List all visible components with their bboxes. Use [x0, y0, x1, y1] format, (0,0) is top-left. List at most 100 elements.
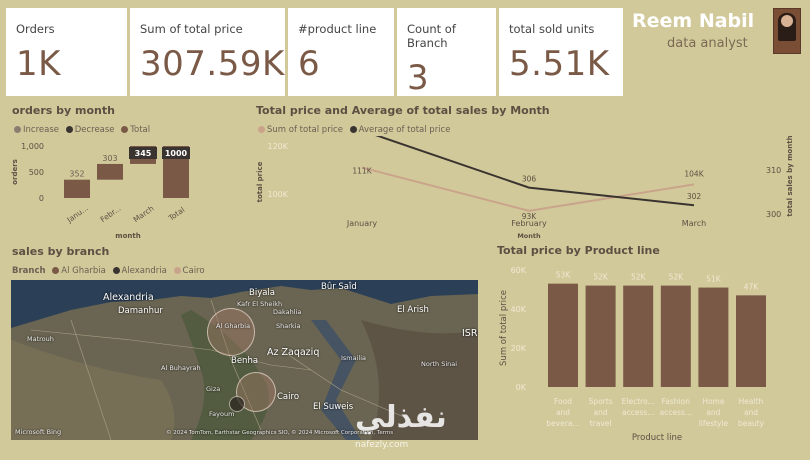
- avatar: [773, 8, 801, 54]
- legend-increase: Increase: [23, 125, 59, 135]
- x-tick-label: beauty: [738, 419, 765, 428]
- series-line-average-total-price: [375, 136, 695, 207]
- map-city: North Sinai: [421, 360, 458, 368]
- data-label: 345: [135, 149, 152, 158]
- legend-cairo: Cairo: [182, 266, 205, 276]
- x-axis-label: Month: [517, 232, 541, 240]
- kpi-card-total-price: Sum of total price 307.59K: [130, 8, 285, 96]
- x-tick-label: March: [682, 219, 706, 228]
- map-city: El Suweis: [313, 402, 354, 412]
- x-tick-label: and: [706, 408, 720, 417]
- data-label-sum: 111K: [352, 167, 372, 176]
- data-label: 352: [69, 170, 84, 179]
- branch-legend-label: Branch: [12, 266, 46, 276]
- x-tick-label: Health: [739, 397, 764, 406]
- product-bar: [623, 285, 654, 387]
- x-tick-label: February: [511, 219, 547, 228]
- y-axis-label-left: total price: [256, 161, 264, 202]
- x-tick-label: March: [132, 204, 156, 225]
- map-city: Az Zaqaziq: [267, 347, 320, 358]
- data-label: 51K: [706, 275, 722, 284]
- x-tick-label: lifestyle: [699, 419, 729, 428]
- data-label-sum: 104K: [684, 169, 704, 178]
- map-city: Benha: [231, 356, 259, 366]
- line-chart: 100K 120K 300 310 total price total sales by …: [256, 136, 794, 240]
- series-line-sum-total-price: [361, 166, 695, 212]
- x-tick-label: Total: [166, 205, 186, 223]
- y-tick-label: 1,000: [21, 142, 44, 151]
- map-city: El Arish: [397, 305, 429, 315]
- y-axis-label: orders: [11, 159, 19, 185]
- waterfall-bar: [64, 179, 90, 198]
- map-city: Matrouh: [27, 335, 54, 343]
- branch-map[interactable]: Alexandria Damanhur Biyala Bûr Saîd El A…: [11, 280, 478, 440]
- x-tick-label: travel: [590, 419, 612, 428]
- legend-sum-total-price: Sum of total price: [267, 125, 343, 135]
- y-axis-label: Sum of total price: [499, 290, 509, 366]
- map-logo: Microsoft Bing: [15, 428, 62, 436]
- product-bar: [548, 283, 578, 387]
- profile-name: Reem Nabil: [632, 10, 755, 32]
- x-tick-label: Home: [702, 397, 725, 406]
- x-tick-label: Janu...: [65, 204, 90, 225]
- data-label: 52K: [631, 273, 647, 282]
- y-tick-label-right: 310: [766, 166, 781, 175]
- map-city: Damanhur: [118, 306, 163, 316]
- map-title: sales by branch: [12, 245, 110, 258]
- map-city: Giza: [206, 385, 221, 393]
- y-tick-label-left: 100K: [267, 190, 288, 199]
- y-tick-label: 60K: [511, 266, 527, 275]
- data-label-average: 306: [522, 175, 537, 184]
- product-bar: [698, 287, 729, 387]
- map-city: Ismailia: [341, 354, 367, 362]
- product-bar: [585, 285, 616, 387]
- x-axis-label: Product line: [632, 433, 682, 443]
- bubble-al-gharbia[interactable]: [207, 308, 255, 356]
- product-bar-chart: 0K 20K 40K 60K Sum of total price 53K Food and b…: [499, 266, 766, 443]
- kpi-card-branch-count: Count of Branch 3: [397, 8, 496, 98]
- map-city: Bûr Saîd: [321, 282, 357, 292]
- y-tick-label: 40K: [511, 305, 527, 314]
- x-tick-label: Food: [554, 397, 572, 406]
- kpi-label: Sum of total price: [140, 22, 243, 36]
- x-tick-label: and: [594, 408, 608, 417]
- legend-decrease: Decrease: [74, 125, 115, 135]
- map-city: Kafr El Sheikh: [237, 300, 283, 308]
- kpi-label: Count of Branch: [407, 22, 456, 50]
- waterfall-bar: [97, 163, 123, 180]
- legend-average-total-price: Average of total price: [358, 125, 451, 135]
- y-tick-label-left: 120K: [267, 142, 288, 151]
- map-city: Fayoum: [209, 410, 235, 418]
- legend-total: Total: [130, 125, 151, 135]
- waterfall-legend: Increase Decrease Total: [10, 125, 150, 135]
- chart-title-product-line: Total price by Product line: [497, 244, 660, 257]
- data-label: 47K: [744, 282, 760, 291]
- data-label: 1000: [165, 149, 188, 158]
- product-bar: [660, 285, 691, 387]
- data-label: 303: [102, 154, 117, 163]
- y-tick-label-right: 300: [766, 210, 781, 219]
- data-label-bg: [129, 147, 157, 159]
- kpi-card-sold-units: total sold units 5.51K: [499, 8, 623, 96]
- profile-role: data analyst: [667, 36, 748, 51]
- data-label: 53K: [556, 271, 572, 280]
- x-axis-label: month: [115, 232, 140, 240]
- y-tick-label: 0K: [516, 383, 527, 392]
- kpi-value: 1K: [16, 44, 61, 84]
- chart-title-orders-by-month: orders by month: [12, 104, 115, 117]
- branch-legend: Branch Al Gharbia Alexandria Cairo: [12, 266, 205, 276]
- x-tick-label: and: [744, 408, 758, 417]
- kpi-card-product-line: #product line 6: [288, 8, 394, 96]
- product-bar: [736, 295, 766, 387]
- kpi-label: Orders: [16, 22, 55, 36]
- y-axis-label-right: total sales by month: [786, 136, 794, 217]
- kpi-card-orders: Orders 1K: [6, 8, 127, 96]
- kpi-value: 5.51K: [509, 44, 610, 84]
- bubble-alexandria[interactable]: [229, 396, 245, 412]
- chart-title-price-by-month: Total price and Average of total sales b…: [256, 104, 550, 117]
- kpi-value: 6: [298, 44, 321, 84]
- x-tick-label: Sports: [589, 397, 613, 406]
- kpi-label: total sold units: [509, 22, 595, 36]
- y-tick-label: 500: [29, 168, 44, 177]
